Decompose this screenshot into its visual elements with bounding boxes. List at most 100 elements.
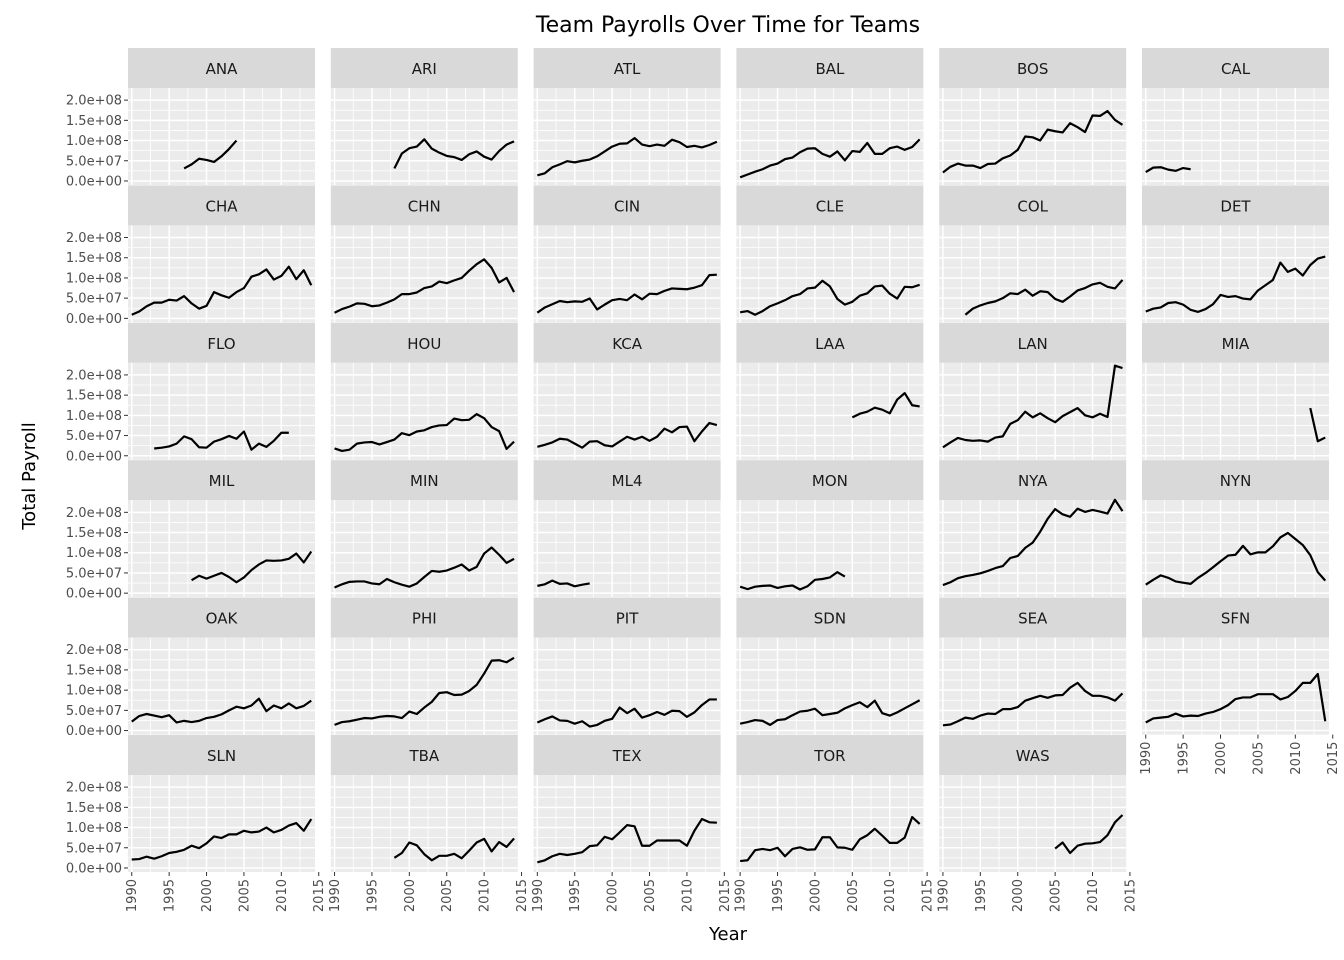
- x-tick-label: 2015: [312, 879, 327, 912]
- facet-strip-label: PIT: [616, 610, 639, 628]
- series-line-ml4: [537, 579, 590, 588]
- panel-background: [330, 225, 518, 323]
- panel-background: [939, 500, 1127, 598]
- series-line-ari: [393, 138, 515, 169]
- series-line-nyn: [1145, 531, 1327, 586]
- facet-strip: [939, 460, 1127, 501]
- panel-background: [1142, 500, 1329, 598]
- panel-background: [330, 775, 518, 872]
- y-tick-label: 2.0e+08: [66, 643, 122, 658]
- facet-strip-label: KCA: [612, 335, 642, 353]
- y-tick-label: 0.0e+00: [66, 449, 122, 464]
- facet-strip-label: CHN: [408, 197, 441, 215]
- series-line-was: [1054, 814, 1124, 855]
- facet-panel-ari: ARI: [330, 48, 518, 185]
- facet-panel-min: MIN: [330, 460, 518, 598]
- facet-panel-det: DET: [1142, 185, 1329, 323]
- y-tick-label: 1.0e+08: [66, 409, 122, 424]
- panel-background: [330, 88, 518, 185]
- x-tick-label: 1990: [125, 879, 140, 912]
- facet-strip-label: CHA: [205, 197, 238, 215]
- y-tick-label: 1.5e+08: [66, 389, 122, 404]
- facet-strip: [736, 735, 924, 775]
- facet-panel-chn: CHN: [330, 185, 518, 323]
- facet-panel-laa: LAA: [736, 322, 924, 460]
- facet-panel-lan: LAN: [939, 322, 1127, 460]
- x-tick-label: 2000: [808, 879, 823, 912]
- series-line-col: [964, 279, 1124, 316]
- facet-panel-oak: OAK 0.0e+00 5.0e+07 1.0e+08 1.5e+08 2.0e+08: [66, 597, 315, 739]
- x-tick-label: 2015: [515, 879, 530, 912]
- panel-background: [939, 225, 1127, 323]
- x-tick-label: 2000: [1011, 879, 1026, 912]
- y-tick-label: 5.0e+07: [66, 154, 122, 169]
- x-tick-label: 2010: [680, 879, 695, 912]
- panel-background: [1142, 637, 1329, 735]
- series-line-cha: [131, 265, 313, 316]
- x-tick-label: 1995: [163, 879, 178, 912]
- y-tick-label: 1.5e+08: [66, 663, 122, 678]
- facet-strip-label: OAK: [206, 610, 239, 628]
- facet-strip-label: HOU: [407, 335, 441, 353]
- series-line-tba: [393, 837, 515, 862]
- panel-background: [128, 775, 315, 872]
- x-tick-label: 2005: [237, 879, 252, 912]
- facet-panel-bal: BAL: [736, 48, 924, 185]
- facet-strip: [533, 597, 721, 638]
- series-line-tor: [740, 815, 921, 863]
- panel-background: [1142, 225, 1329, 323]
- x-tick-label: 1995: [974, 879, 989, 912]
- x-tick-label: 1990: [1139, 742, 1154, 775]
- panel-background: [128, 500, 315, 598]
- x-tick-label: 2000: [403, 879, 418, 912]
- y-tick-label: 1.5e+08: [66, 251, 122, 266]
- facet-panel-sln: SLN 0.0e+00 5.0e+07 1.0e+08 1.5e+08 2.0e+08 19…: [66, 735, 327, 912]
- series-line-sdn: [739, 699, 921, 727]
- facet-panel-mil: MIL 0.0e+00 5.0e+07 1.0e+08 1.5e+08 2.0e+08: [66, 460, 315, 602]
- panel-background: [736, 637, 924, 735]
- panel-background: [533, 88, 721, 185]
- y-tick-label: 0.0e+00: [66, 174, 122, 189]
- y-tick-label: 0.0e+00: [66, 312, 122, 327]
- series-line-cle: [739, 279, 920, 316]
- facet-panel-mon: MON: [736, 460, 924, 598]
- y-tick-label: 0.0e+00: [66, 861, 122, 876]
- facet-strip-label: MIL: [209, 472, 235, 490]
- panel-background: [533, 225, 721, 323]
- x-tick-label: 2010: [883, 879, 898, 912]
- panel-background: [939, 637, 1127, 735]
- facet-panel-hou: HOU: [330, 322, 518, 460]
- facet-strip-label: MIN: [410, 472, 439, 490]
- y-tick-label: 1.0e+08: [66, 821, 122, 836]
- panel-background: [128, 88, 315, 185]
- series-line-sln: [131, 818, 313, 861]
- facet-strip: [939, 48, 1127, 88]
- facet-strip: [330, 185, 518, 226]
- facet-strip: [1142, 322, 1329, 363]
- facet-strip-label: ATL: [614, 60, 641, 78]
- x-tick-label: 2005: [643, 879, 658, 912]
- facet-strip-label: BOS: [1017, 60, 1048, 78]
- facet-panel-sdn: SDN: [736, 597, 924, 735]
- series-line-chn: [334, 258, 516, 314]
- facet-panel-pit: PIT: [533, 597, 721, 735]
- facet-strip-label: SLN: [207, 747, 236, 765]
- facet-strip-label: ARI: [412, 60, 437, 78]
- y-tick-label: 5.0e+07: [66, 704, 122, 719]
- facet-panel-bos: BOS: [939, 48, 1127, 185]
- facet-panel-mia: MIA: [1142, 322, 1329, 460]
- panel-background: [533, 637, 721, 735]
- x-tick-label: 1990: [936, 879, 951, 912]
- panel-background: [736, 88, 924, 185]
- x-tick-label: 2015: [718, 879, 733, 912]
- y-tick-label: 2.0e+08: [66, 231, 122, 246]
- facet-strip: [736, 185, 924, 226]
- facet-panel-atl: ATL: [533, 48, 721, 185]
- facet-panel-sea: SEA: [939, 597, 1127, 735]
- panel-background: [736, 775, 924, 872]
- y-tick-label: 2.0e+08: [66, 506, 122, 521]
- facet-strip-label: SFN: [1221, 610, 1250, 628]
- facet-strip: [128, 597, 315, 638]
- facet-strip-label: COL: [1017, 197, 1048, 215]
- panel-background: [128, 225, 315, 323]
